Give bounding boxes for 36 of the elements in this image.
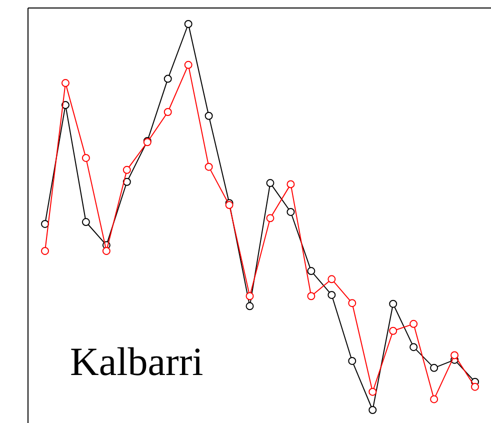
- point: [389, 326, 398, 335]
- point: [102, 246, 110, 255]
- point: [348, 299, 356, 308]
- point: [410, 343, 418, 352]
- point: [122, 166, 131, 174]
- point: [410, 320, 418, 328]
- point: [389, 300, 398, 308]
- point: [450, 351, 459, 360]
- point: [184, 60, 192, 69]
- point: [368, 388, 377, 396]
- point: [307, 292, 316, 300]
- point: [82, 218, 90, 226]
- point: [61, 79, 70, 88]
- point: [164, 108, 172, 116]
- point: [328, 290, 336, 299]
- point: [430, 395, 438, 404]
- point: [82, 154, 90, 162]
- point: [328, 275, 336, 284]
- point: [430, 364, 438, 372]
- point: [286, 180, 295, 188]
- point: [204, 162, 213, 171]
- point: [184, 20, 192, 28]
- point: [204, 112, 213, 120]
- point: [41, 246, 49, 255]
- point: [348, 356, 356, 365]
- annotation: Kalbarri: [70, 339, 204, 384]
- point: [307, 267, 316, 276]
- point: [246, 292, 254, 300]
- point: [246, 302, 254, 310]
- point: [266, 214, 274, 222]
- point: [164, 74, 172, 83]
- point: [266, 179, 274, 188]
- point: [286, 208, 295, 216]
- point: [471, 382, 479, 391]
- point: [41, 220, 49, 228]
- point: [368, 406, 377, 414]
